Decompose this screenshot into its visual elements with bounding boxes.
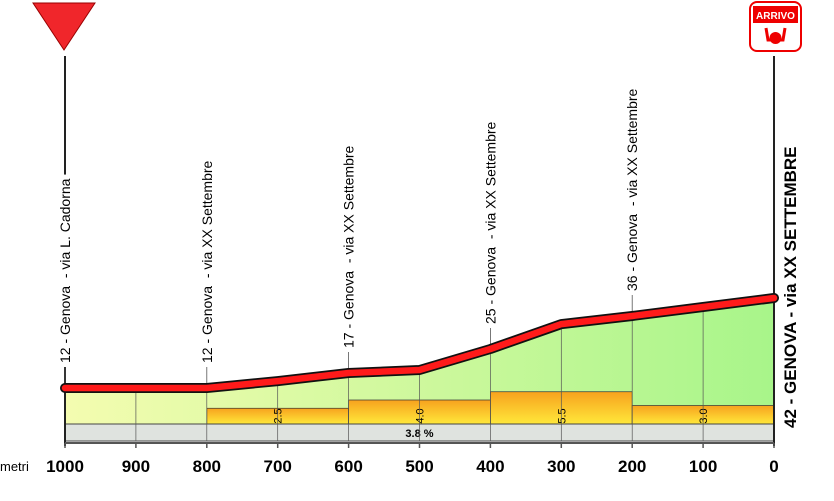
route-line — [61, 294, 778, 392]
start-triangle-icon — [32, 2, 96, 51]
waypoint-label: 17 - Genova - via XX Settembre — [341, 145, 357, 348]
x-tick-label: 700 — [264, 457, 292, 476]
waypoint-label: 25 - Genova - via XX Settembre — [482, 121, 498, 324]
x-tick-label: 400 — [476, 457, 504, 476]
waypoint-label: 42 - GENOVA - via XX SETTEMBRE — [781, 146, 800, 428]
x-tick-label: 300 — [547, 457, 575, 476]
label-mask — [202, 156, 211, 367]
x-tick-label: 500 — [405, 457, 433, 476]
label-mask — [486, 117, 495, 328]
gradient-label: 2.5 — [273, 408, 285, 423]
x-tick-label: 900 — [122, 457, 150, 476]
gradient-label: 5.5 — [556, 408, 568, 423]
x-tick-label: 100 — [689, 457, 717, 476]
waypoint-label: 36 - Genova - via XX Settembre — [624, 88, 640, 291]
x-axis-label: metri — [0, 459, 29, 474]
x-tick-label: 600 — [334, 457, 362, 476]
label-mask — [628, 84, 637, 295]
waypoint-label: 12 - Genova - via XX Settembre — [199, 160, 215, 363]
gradient-label: 3.0 — [698, 408, 710, 423]
x-tick-label: 0 — [769, 457, 778, 476]
finish-arrivo-icon: ARRIVO — [749, 1, 802, 52]
arrivo-label: ARRIVO — [756, 11, 795, 22]
x-tick-label: 1000 — [46, 457, 84, 476]
gradient-label: 4.0 — [415, 408, 427, 423]
x-tick-label: 800 — [193, 457, 221, 476]
label-mask — [344, 141, 353, 352]
waypoint-label: 12 - Genova - via L. Cadorna — [57, 178, 73, 363]
x-tick-label: 200 — [618, 457, 646, 476]
label-mask — [61, 174, 69, 367]
